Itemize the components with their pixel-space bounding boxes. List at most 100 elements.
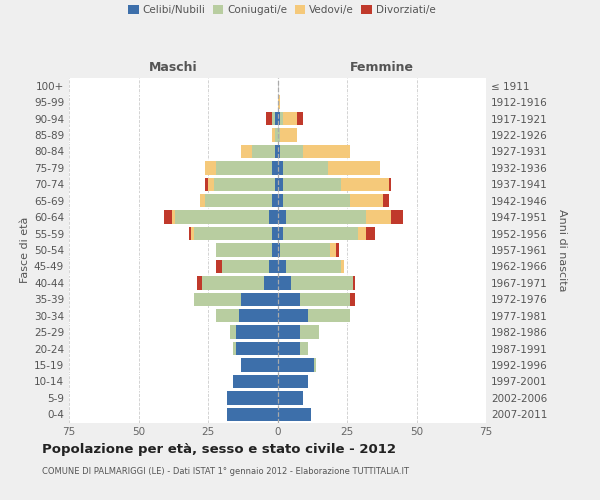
Text: COMUNE DI PALMARIGGI (LE) - Dati ISTAT 1° gennaio 2012 - Elaborazione TUTTITALIA: COMUNE DI PALMARIGGI (LE) - Dati ISTAT 1… <box>42 468 409 476</box>
Bar <box>389 178 391 191</box>
Bar <box>300 292 350 306</box>
Bar <box>350 194 383 207</box>
Bar <box>233 342 236 355</box>
Bar <box>341 178 389 191</box>
Y-axis label: Fasce di età: Fasce di età <box>20 217 30 283</box>
Bar <box>277 292 300 306</box>
Bar <box>241 358 277 372</box>
Bar <box>164 210 172 224</box>
Bar <box>230 326 236 339</box>
Bar <box>277 210 286 224</box>
Bar <box>277 342 300 355</box>
Bar <box>205 161 217 174</box>
Bar <box>275 128 277 141</box>
Bar <box>191 227 194 240</box>
Text: Femmine: Femmine <box>350 61 414 74</box>
Bar <box>353 276 355 289</box>
Bar <box>217 260 222 273</box>
Bar <box>272 244 277 256</box>
Bar <box>300 326 319 339</box>
Bar <box>217 161 272 174</box>
Bar <box>202 276 263 289</box>
Bar <box>272 128 275 141</box>
Bar <box>236 326 277 339</box>
Bar <box>266 112 272 126</box>
Bar <box>277 374 308 388</box>
Bar <box>277 144 280 158</box>
Bar <box>227 408 277 421</box>
Bar <box>286 210 367 224</box>
Bar <box>269 260 277 273</box>
Bar <box>194 227 272 240</box>
Bar <box>277 112 280 126</box>
Bar <box>275 144 277 158</box>
Bar <box>280 144 302 158</box>
Bar <box>286 260 341 273</box>
Bar <box>277 408 311 421</box>
Bar <box>383 194 389 207</box>
Bar <box>194 292 241 306</box>
Bar <box>280 112 283 126</box>
Bar <box>188 227 191 240</box>
Bar <box>277 128 280 141</box>
Bar <box>280 128 297 141</box>
Bar <box>341 260 344 273</box>
Bar <box>358 227 367 240</box>
Bar <box>277 326 300 339</box>
Bar <box>272 227 277 240</box>
Bar <box>233 374 277 388</box>
Bar <box>277 178 283 191</box>
Bar <box>214 178 275 191</box>
Bar <box>308 309 350 322</box>
Bar <box>172 210 175 224</box>
Bar <box>300 342 308 355</box>
Text: Maschi: Maschi <box>149 61 197 74</box>
Bar <box>314 358 316 372</box>
Bar <box>275 112 277 126</box>
Bar <box>277 276 292 289</box>
Bar <box>253 144 275 158</box>
Bar <box>197 276 202 289</box>
Bar <box>331 244 336 256</box>
Bar <box>302 144 350 158</box>
Bar <box>272 194 277 207</box>
Bar <box>367 227 375 240</box>
Bar <box>350 292 355 306</box>
Bar <box>283 161 328 174</box>
Bar <box>208 178 214 191</box>
Bar <box>272 112 275 126</box>
Bar <box>336 244 338 256</box>
Bar <box>227 391 277 404</box>
Bar <box>277 244 280 256</box>
Bar <box>277 194 283 207</box>
Bar <box>217 309 239 322</box>
Bar <box>277 161 283 174</box>
Legend: Celibi/Nubili, Coniugati/e, Vedovi/e, Divorziati/e: Celibi/Nubili, Coniugati/e, Vedovi/e, Di… <box>128 5 436 15</box>
Bar <box>241 292 277 306</box>
Bar <box>283 227 358 240</box>
Bar <box>272 161 277 174</box>
Bar <box>277 391 302 404</box>
Bar <box>205 178 208 191</box>
Bar <box>277 96 280 109</box>
Bar <box>175 210 269 224</box>
Y-axis label: Anni di nascita: Anni di nascita <box>557 208 567 291</box>
Bar <box>297 112 302 126</box>
Bar <box>239 309 277 322</box>
Text: Popolazione per età, sesso e stato civile - 2012: Popolazione per età, sesso e stato civil… <box>42 442 396 456</box>
Bar <box>283 112 297 126</box>
Bar <box>236 342 277 355</box>
Bar <box>241 144 253 158</box>
Bar <box>280 244 331 256</box>
Bar <box>263 276 277 289</box>
Bar <box>283 194 350 207</box>
Bar <box>277 227 283 240</box>
Bar <box>391 210 403 224</box>
Bar <box>283 178 341 191</box>
Bar <box>292 276 353 289</box>
Bar <box>277 358 314 372</box>
Bar <box>217 244 272 256</box>
Bar <box>277 260 286 273</box>
Bar <box>269 210 277 224</box>
Bar <box>200 194 205 207</box>
